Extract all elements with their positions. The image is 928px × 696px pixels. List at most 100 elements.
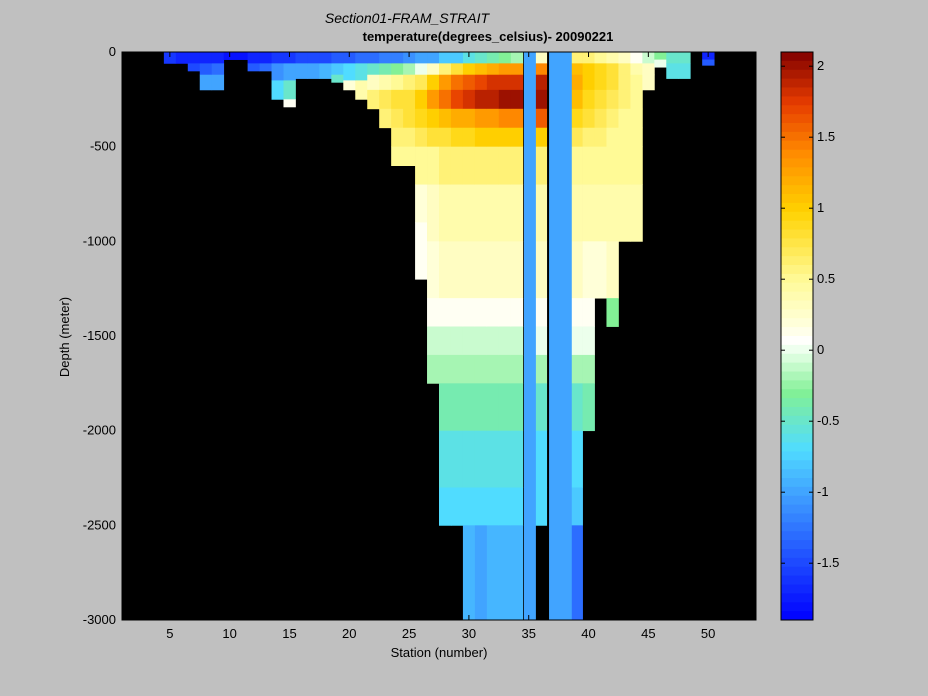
heatmap-cell <box>462 326 476 356</box>
colorbar-cell <box>781 273 813 284</box>
colorbar-cell <box>781 380 813 390</box>
colorbar-cell <box>781 593 813 603</box>
heatmap-cell <box>582 383 595 432</box>
colorbar-cell <box>781 256 813 266</box>
heatmap-cell <box>427 74 440 91</box>
heatmap-cell <box>391 74 404 91</box>
heatmap-cell <box>498 298 512 327</box>
heatmap-cell <box>630 63 643 76</box>
heatmap-cell <box>474 525 488 621</box>
heatmap-cell <box>570 184 583 242</box>
colorbar-cell <box>781 442 813 452</box>
heatmap-cell <box>582 184 595 242</box>
heatmap-cell <box>307 63 320 79</box>
heatmap-cell <box>510 74 524 91</box>
heatmap-cell <box>439 52 452 64</box>
heatmap-cell <box>427 184 440 242</box>
colorbar-cell <box>781 291 813 302</box>
heatmap-cell <box>379 63 392 76</box>
heatmap-cell <box>534 487 548 526</box>
heatmap-cell <box>462 127 476 148</box>
heatmap-cell <box>391 108 404 129</box>
heatmap-cell <box>319 52 332 64</box>
heatmap-cell <box>654 52 667 60</box>
heatmap-cell <box>618 184 631 242</box>
heatmap-cell <box>450 241 464 299</box>
heatmap-cell <box>439 430 452 488</box>
colorbar-tick-label: 0 <box>817 342 824 357</box>
heatmap-cell <box>415 184 428 223</box>
colorbar-cell <box>781 469 813 479</box>
heatmap-cell <box>367 74 380 91</box>
heatmap-cell <box>510 525 524 621</box>
heatmap-cell <box>462 89 476 110</box>
heatmap-cell <box>331 52 344 64</box>
colorbar-cell <box>781 78 813 89</box>
x-tick-label: 5 <box>166 626 173 641</box>
heatmap-cell <box>415 222 428 280</box>
heatmap-cell <box>606 127 619 148</box>
heatmap-cell <box>379 74 392 91</box>
heatmap-cell <box>450 146 464 185</box>
heatmap-cell <box>450 487 464 526</box>
heatmap-cell <box>510 354 524 384</box>
colorbar-cell <box>781 602 813 612</box>
heatmap-cell <box>486 487 500 526</box>
heatmap-cell <box>606 184 619 242</box>
heatmap-cell <box>594 146 607 185</box>
heatmap-cell <box>534 108 548 129</box>
y-axis: 0 -500 -1000 -1500 -2000 -2500 -3000 <box>83 44 756 627</box>
heatmap-cell <box>570 108 583 129</box>
heatmap-cell <box>391 52 404 64</box>
heatmap-cell <box>355 52 368 64</box>
heatmap-cell <box>534 89 548 110</box>
heatmap-cell <box>570 89 583 110</box>
heatmap-cell <box>510 487 524 526</box>
colorbar-cell <box>781 495 813 506</box>
heatmap-cell <box>486 241 500 299</box>
heatmap-cell <box>618 89 631 110</box>
y-tick-label: -2500 <box>83 517 116 532</box>
heatmap-cell <box>594 241 607 299</box>
heatmap-cell <box>510 184 524 242</box>
heatmap-cell <box>582 63 595 76</box>
heatmap-cell <box>403 74 416 91</box>
heatmap-cell <box>618 74 631 91</box>
heatmap-cell <box>403 127 416 148</box>
heatmap-cell <box>498 108 512 129</box>
colorbar-cell <box>781 575 813 586</box>
x-tick-label: 10 <box>222 626 236 641</box>
heatmap-cell <box>427 108 440 129</box>
heatmap-cells <box>163 52 715 621</box>
heatmap-cell <box>427 63 440 76</box>
heatmap-cell <box>415 52 428 64</box>
heatmap-cell <box>450 298 464 327</box>
heatmap-cell <box>450 52 464 64</box>
heatmap-cell <box>510 430 524 488</box>
heatmap-cell <box>474 298 488 327</box>
heatmap-cell <box>415 127 428 148</box>
heatmap-cell <box>594 63 607 76</box>
heatmap-cell <box>510 63 524 76</box>
heatmap-cell <box>486 127 500 148</box>
colorbar-cell <box>781 327 813 337</box>
colorbar-tick-label: 1.5 <box>817 129 835 144</box>
heatmap-cell <box>582 241 595 299</box>
colorbar-cell <box>781 52 813 62</box>
heatmap-cell <box>474 63 488 76</box>
heatmap-cell <box>570 430 583 488</box>
y-tick-label: 0 <box>109 44 116 59</box>
heatmap-cell <box>498 127 512 148</box>
heatmap-cell <box>343 63 356 81</box>
y-tick-label: -500 <box>90 139 116 154</box>
colorbar-cell <box>781 149 813 160</box>
heatmap-cell <box>498 326 512 356</box>
heatmap-cell <box>594 127 607 148</box>
heatmap-cell <box>486 298 500 327</box>
colorbar-cell <box>781 407 813 417</box>
heatmap-cell <box>450 354 464 384</box>
heatmap-cell <box>534 430 548 488</box>
heatmap-cell <box>427 241 440 299</box>
heatmap-cell <box>594 74 607 91</box>
heatmap-cell <box>486 430 500 488</box>
